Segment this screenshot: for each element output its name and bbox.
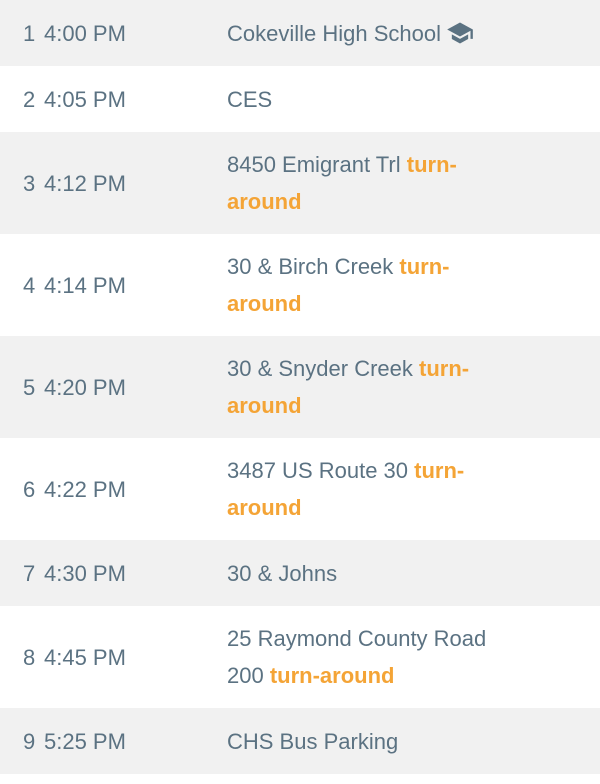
- stop-location-text: 30 & Snyder Creek: [227, 356, 413, 381]
- schedule-row: 9 5:25 PM CHS Bus Parking: [0, 708, 600, 774]
- graduation-cap-icon: [447, 22, 473, 43]
- stop-time: 4:22 PM: [44, 476, 126, 502]
- stop-time: 4:45 PM: [44, 644, 126, 670]
- stop-number: 5: [23, 374, 36, 400]
- stop-time: 5:25 PM: [44, 728, 126, 754]
- schedule-row: 2 4:05 PM CES: [0, 66, 600, 132]
- turn-around-label: turn-around: [269, 663, 395, 688]
- schedule-row: 6 4:22 PM 3487 US Route 30 turn-around: [0, 438, 600, 540]
- stop-location: 30 & Johns: [227, 555, 507, 592]
- stop-time: 4:30 PM: [44, 560, 126, 586]
- stop-location: 8450 Emigrant Trl turn-around: [227, 146, 507, 220]
- schedule-row: 5 4:20 PM 30 & Snyder Creek turn-around: [0, 336, 600, 438]
- stop-time: 4:12 PM: [44, 170, 126, 196]
- stop-location: 3487 US Route 30 turn-around: [227, 452, 507, 526]
- stop-location-text: CES: [227, 86, 273, 112]
- stop-number: 6: [23, 476, 36, 502]
- stop-location-text: 30 & Johns: [227, 560, 338, 586]
- stop-number: 7: [23, 560, 36, 586]
- stop-number: 1: [23, 20, 36, 46]
- stop-location-text: 25 Raymond County Road 200: [227, 626, 487, 688]
- schedule-row: 1 4:00 PM Cokeville High School: [0, 0, 600, 66]
- turn-around-label: turn-around: [227, 356, 470, 418]
- schedule-row: 7 4:30 PM 30 & Johns: [0, 540, 600, 606]
- schedule-row: 4 4:14 PM 30 & Birch Creek turn-around: [0, 234, 600, 336]
- stop-time: 4:05 PM: [44, 86, 126, 112]
- stop-time: 4:00 PM: [44, 20, 126, 46]
- schedule-row: 8 4:45 PM 25 Raymond County Road 200 tur…: [0, 606, 600, 708]
- stop-number: 9: [23, 728, 36, 754]
- turn-around-label: turn-around: [227, 254, 450, 316]
- stop-number: 2: [23, 86, 36, 112]
- stop-number: 8: [23, 644, 36, 670]
- turn-around-label: turn-around: [227, 458, 465, 520]
- stop-location-text: 8450 Emigrant Trl: [227, 152, 401, 177]
- stop-number: 4: [23, 272, 36, 298]
- stop-location: 30 & Birch Creek turn-around: [227, 248, 507, 322]
- stop-number: 3: [23, 170, 36, 196]
- stop-time: 4:14 PM: [44, 272, 126, 298]
- stop-location: 25 Raymond County Road 200 turn-around: [227, 620, 507, 694]
- stop-location: CHS Bus Parking: [227, 723, 507, 760]
- stop-time: 4:20 PM: [44, 374, 126, 400]
- stop-location-text: 30 & Birch Creek: [227, 254, 394, 279]
- stop-location: 30 & Snyder Creek turn-around: [227, 350, 507, 424]
- stop-location: Cokeville High School: [227, 15, 507, 52]
- stop-location-text: CHS Bus Parking: [227, 728, 399, 754]
- schedule-row: 3 4:12 PM 8450 Emigrant Trl turn-around: [0, 132, 600, 234]
- stop-location-text: Cokeville High School: [227, 20, 441, 46]
- turn-around-label: turn-around: [227, 152, 457, 214]
- stop-location: CES: [227, 81, 507, 118]
- stop-location-text: 3487 US Route 30: [227, 458, 409, 483]
